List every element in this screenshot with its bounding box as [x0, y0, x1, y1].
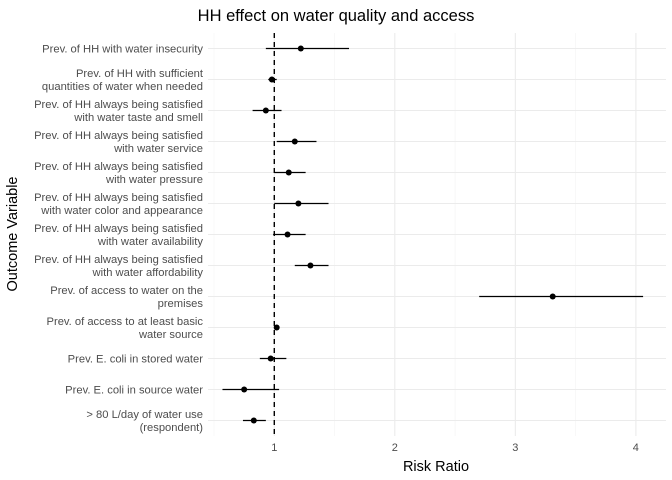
x-tick-label: 3 [512, 442, 518, 454]
point-estimate [285, 169, 292, 176]
x-axis-title: Risk Ratio [403, 459, 469, 475]
point-estimate [284, 231, 291, 238]
point-estimate [295, 200, 302, 207]
point-estimate [549, 293, 556, 300]
category-label: Prev. of HH always being satisfied with w… [34, 223, 203, 248]
x-tick-label: 1 [271, 442, 277, 454]
y-axis-title: Outcome Variable [5, 177, 21, 292]
point-estimate [297, 45, 304, 52]
data-marks [222, 45, 644, 424]
point-estimate [262, 107, 269, 114]
category-label: Prev. of access to at least basic water s… [47, 316, 204, 341]
category-label: Prev. of HH with sufficient quantities of… [42, 68, 204, 93]
x-tick-label: 4 [633, 442, 639, 454]
x-axis-ticks: 1 2 3 4 [271, 442, 639, 454]
category-label: Prev. of HH always being satisfied with w… [34, 130, 203, 155]
chart-title: HH effect on water quality and access [198, 7, 475, 25]
category-label: Prev. of HH always being satisfied with w… [34, 254, 203, 279]
category-label: Prev. E. coli in stored water [68, 354, 204, 366]
category-label: Prev. of HH with water insecurity [42, 44, 203, 56]
point-estimate [273, 324, 280, 331]
category-label: Prev. E. coli in source water [65, 385, 203, 397]
category-label: > 80 L/day of water use (respondent) [86, 409, 203, 434]
category-label: Prev. of HH always being satisfied with w… [34, 192, 203, 217]
point-estimate [267, 355, 274, 362]
category-label: Prev. of HH always being satisfied with w… [34, 161, 203, 186]
point-estimate [268, 76, 275, 83]
point-estimate [291, 138, 298, 145]
y-axis-labels: Prev. of HH with water insecurity Prev. o… [34, 44, 204, 435]
x-tick-label: 2 [392, 442, 398, 454]
point-estimate [307, 262, 314, 269]
category-label: Prev. of HH always being satisfied with w… [34, 99, 203, 124]
category-label: Prev. of access to water on the premises [50, 285, 203, 310]
point-estimate [250, 417, 257, 424]
point-estimate [241, 386, 248, 393]
